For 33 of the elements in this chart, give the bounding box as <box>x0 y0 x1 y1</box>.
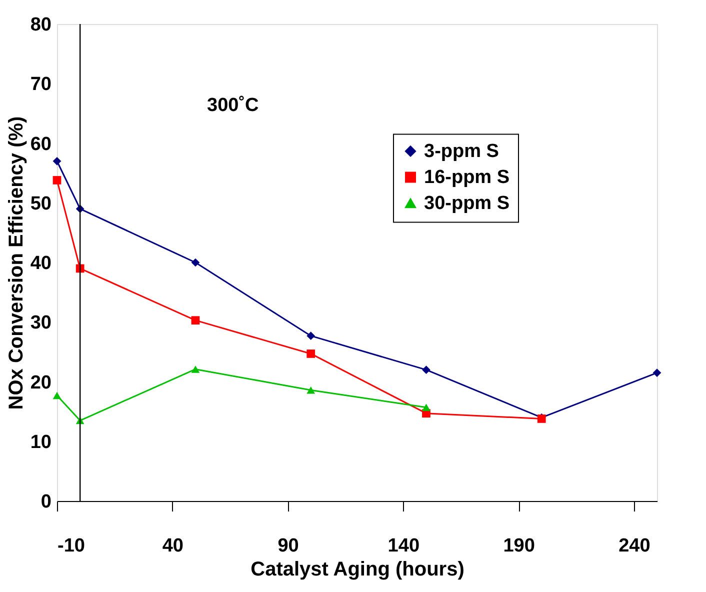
point <box>52 392 62 400</box>
y-tick-label: 50 <box>30 193 52 214</box>
x-tick-label: 40 <box>162 536 184 556</box>
point <box>422 404 430 412</box>
point <box>52 156 62 166</box>
y-tick-label: 60 <box>30 134 52 155</box>
y-axis-title: NOx Conversion Efficiency (%) <box>5 116 28 410</box>
legend-label: 3-ppm S <box>424 141 499 162</box>
annotation: 300˚C <box>207 95 260 116</box>
point <box>422 366 430 374</box>
point <box>652 368 662 377</box>
x-tick-label: 90 <box>278 536 299 556</box>
x-tick-label: 190 <box>503 536 535 556</box>
y-tick-label: 30 <box>30 312 52 334</box>
y-tick-label: 20 <box>30 372 52 394</box>
x-axis-title: Catalyst Aging (hours) <box>250 558 464 580</box>
y-tick-label: 0 <box>40 492 52 512</box>
x-tick-label: 240 <box>618 536 650 556</box>
legend-label: 30-ppm S <box>424 193 510 214</box>
point <box>191 366 200 373</box>
point <box>306 386 316 394</box>
y-tick-label: 40 <box>30 253 52 274</box>
point <box>306 332 316 340</box>
point <box>191 316 200 325</box>
point <box>52 176 62 184</box>
y-tick-label: 10 <box>30 432 52 453</box>
point <box>306 350 316 358</box>
x-tick-label: -10 <box>58 536 85 556</box>
y-tick-label: 70 <box>30 74 52 96</box>
point <box>191 258 200 267</box>
x-tick-label: 140 <box>388 536 420 556</box>
y-tick-label: 80 <box>30 14 52 36</box>
legend-label: 16-ppm S <box>424 167 510 188</box>
